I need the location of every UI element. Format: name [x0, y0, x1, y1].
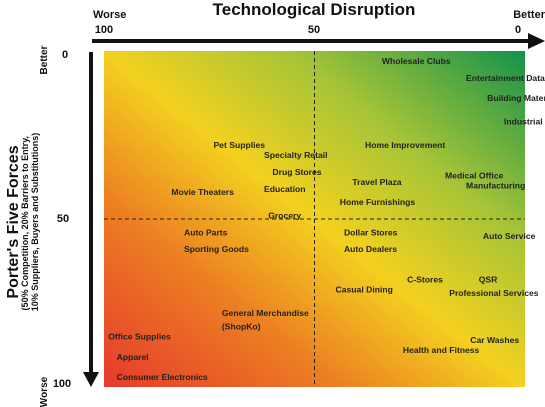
point-label: Grocery: [268, 211, 301, 221]
x-tick-label: 100: [95, 24, 113, 36]
point-label: Home Furnishings: [340, 197, 416, 207]
point-label: Entertainment Data Centers: [466, 73, 545, 83]
chart-title: Technological Disruption: [213, 0, 416, 19]
point-label: Building Materials: [487, 93, 545, 103]
point-label: Manufacturing: [466, 180, 525, 190]
y-start-label: Better: [39, 45, 50, 74]
x-end-label: Better: [513, 9, 545, 21]
point-label: Car Washes: [470, 335, 519, 345]
y-tick-label: 50: [57, 213, 69, 225]
x-tick-label: 0: [515, 24, 521, 36]
x-tick-label: 50: [308, 24, 320, 36]
point-label: Home Improvement: [365, 140, 445, 150]
point-label: (ShopKo): [222, 322, 261, 332]
point-label: QSR: [479, 274, 498, 284]
point-label: Professional Services: [449, 288, 539, 298]
point-label: Drug Stores: [272, 167, 321, 177]
point-label: Auto Service: [483, 231, 536, 241]
point-label: Casual Dining: [336, 285, 393, 295]
point-label: Auto Parts: [184, 227, 228, 237]
point-label: C-Stores: [407, 274, 443, 284]
point-label: Movie Theaters: [171, 187, 234, 197]
y-tick-label: 100: [53, 378, 71, 390]
point-label: General Merchandise: [222, 308, 309, 318]
point-label: Sporting Goods: [184, 244, 249, 254]
point-label: Auto Dealers: [344, 244, 397, 254]
y-end-label: Worse: [39, 376, 50, 407]
point-label: Health and Fitness: [403, 345, 480, 355]
y-axis-title: Porter's Five Forces: [5, 145, 22, 298]
y-axis-arrowhead: [83, 372, 99, 387]
x-axis-arrowhead: [528, 33, 545, 49]
y-axis-subtitle: (50% Competition, 20% Barriers to Entry,…: [20, 133, 40, 312]
point-label: Medical Office: [445, 170, 503, 180]
point-label: Apparel: [117, 352, 149, 362]
x-start-label: Worse: [93, 9, 126, 21]
point-label: Consumer Electronics: [117, 372, 208, 382]
point-label: Education: [264, 184, 306, 194]
point-label: Dollar Stores: [344, 227, 398, 237]
point-label: Industrial: [504, 117, 543, 127]
point-label: Specialty Retail: [264, 150, 328, 160]
point-label: Wholesale Clubs: [382, 56, 451, 66]
y-tick-label: 0: [62, 49, 68, 61]
point-labels: Wholesale Clubs Entertainment Data Center…: [108, 56, 545, 382]
point-label: Office Supplies: [108, 332, 171, 342]
point-label: Travel Plaza: [352, 177, 401, 187]
point-label: Pet Supplies: [213, 140, 265, 150]
